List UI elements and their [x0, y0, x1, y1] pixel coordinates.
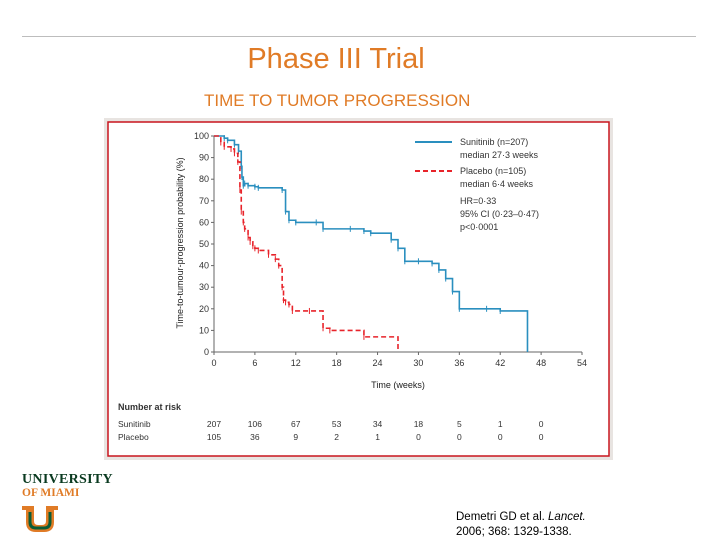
x-tick-label: 0 — [211, 358, 216, 368]
x-tick-label: 18 — [332, 358, 342, 368]
risk-value-placebo: 0 — [457, 432, 462, 442]
figure-frame — [107, 121, 610, 457]
legend-p-value: p<0·0001 — [460, 222, 498, 232]
citation-authors: Demetri GD et al. — [456, 511, 549, 523]
y-tick-label: 60 — [199, 217, 209, 227]
risk-row-label-sunitinib: Sunitinib — [118, 419, 151, 429]
risk-value-sunitinib: 5 — [457, 419, 462, 429]
chart-curves — [214, 135, 529, 352]
risk-value-sunitinib: 0 — [539, 419, 544, 429]
legend: Sunitinib (n=207) median 27·3 weeks Plac… — [415, 137, 539, 232]
risk-value-sunitinib: 207 — [207, 419, 221, 429]
citation-details: 2006; 368: 1329-1338. — [456, 526, 572, 538]
risk-value-sunitinib: 18 — [414, 419, 424, 429]
x-tick-label: 42 — [495, 358, 505, 368]
y-tick-label: 30 — [199, 282, 209, 292]
legend-sunitinib-label: Sunitinib (n=207) — [460, 137, 528, 147]
risk-table: Number at risk Sunitinib Placebo 207 106 6… — [118, 402, 544, 442]
logo-line-of-miami: OF MIAMI — [22, 487, 80, 499]
risk-value-placebo: 105 — [207, 432, 221, 442]
risk-value-sunitinib: 1 — [498, 419, 503, 429]
y-tick-label: 0 — [204, 347, 209, 357]
y-tick-label: 40 — [199, 261, 209, 271]
x-tick-label: 36 — [454, 358, 464, 368]
slide-title: Phase III Trial — [247, 43, 425, 75]
risk-value-placebo: 2 — [334, 432, 339, 442]
y-tick-label: 20 — [199, 304, 209, 314]
y-tick-label: 90 — [199, 153, 209, 163]
logo-line-university: UNIVERSITY — [22, 472, 113, 487]
chart-axes: 0 10 20 30 40 50 60 70 80 90 100 0 6 12 18 24 30 36 42 48 54 — [194, 131, 587, 368]
y-tick-label: 100 — [194, 131, 209, 141]
risk-value-sunitinib: 53 — [332, 419, 342, 429]
risk-value-placebo: 0 — [539, 432, 544, 442]
x-tick-label: 12 — [291, 358, 301, 368]
u-logo-icon — [22, 506, 58, 532]
x-tick-label: 48 — [536, 358, 546, 368]
y-tick-label: 10 — [199, 325, 209, 335]
slide-subtitle: TIME TO TUMOR PROGRESSION — [204, 91, 471, 110]
legend-placebo-median: median 6·4 weeks — [460, 179, 534, 189]
x-tick-label: 6 — [252, 358, 257, 368]
university-of-miami-logo: UNIVERSITY OF MIAMI — [22, 472, 113, 534]
x-tick-label: 54 — [577, 358, 587, 368]
kaplan-meier-figure: 0 10 20 30 40 50 60 70 80 90 100 0 6 12 18 24 30 36 42 48 54… — [104, 118, 613, 460]
risk-value-placebo: 0 — [416, 432, 421, 442]
citation: Demetri GD et al. Lancet. 2006; 368: 132… — [456, 510, 586, 540]
risk-value-sunitinib: 67 — [291, 419, 301, 429]
risk-value-placebo: 36 — [250, 432, 260, 442]
legend-placebo-label: Placebo (n=105) — [460, 166, 526, 176]
risk-value-sunitinib: 34 — [373, 419, 383, 429]
risk-row-label-placebo: Placebo — [118, 432, 149, 442]
x-axis-label: Time (weeks) — [371, 380, 425, 390]
risk-value-placebo: 0 — [498, 432, 503, 442]
risk-value-placebo: 9 — [293, 432, 298, 442]
x-tick-label: 24 — [373, 358, 383, 368]
legend-confidence-interval: 95% CI (0·23–0·47) — [460, 209, 539, 219]
series-placebo-line — [214, 135, 399, 352]
top-rule — [22, 36, 696, 37]
risk-value-placebo: 1 — [375, 432, 380, 442]
legend-hazard-ratio: HR=0·33 — [460, 196, 496, 206]
risk-table-title: Number at risk — [118, 402, 182, 412]
risk-value-sunitinib: 106 — [248, 419, 262, 429]
y-tick-label: 80 — [199, 174, 209, 184]
citation-journal: Lancet. — [548, 511, 586, 523]
y-tick-label: 70 — [199, 196, 209, 206]
y-axis-label: Time-to-tumour-progression probability (… — [175, 157, 185, 328]
legend-sunitinib-median: median 27·3 weeks — [460, 150, 539, 160]
y-tick-label: 50 — [199, 239, 209, 249]
x-tick-label: 30 — [413, 358, 423, 368]
